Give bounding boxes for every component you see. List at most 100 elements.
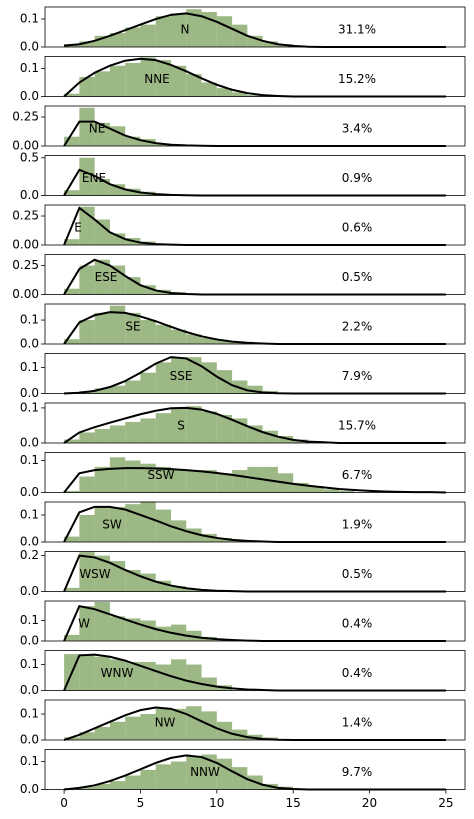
hist-bar <box>125 421 141 443</box>
hist-bar <box>171 470 187 493</box>
hist-bar <box>125 380 141 394</box>
hist-bar <box>186 470 202 493</box>
hist-bar <box>201 362 217 394</box>
hist-bar <box>125 460 141 493</box>
hist-bar <box>109 184 126 196</box>
y-tick-label: 0.1 <box>20 707 39 721</box>
hist-bar <box>94 428 110 443</box>
hist-bar <box>109 721 126 740</box>
hist-bar <box>125 62 141 97</box>
x-tick-label: 25 <box>438 796 453 810</box>
hist-bar <box>79 606 95 641</box>
direction-label: WNW <box>101 666 134 680</box>
percent-annotation: 1.9% <box>342 518 373 532</box>
hist-bar <box>109 385 126 394</box>
hist-bar <box>79 732 95 740</box>
hist-bar <box>277 435 294 443</box>
hist-bar <box>109 233 126 245</box>
axes-frame <box>44 353 466 394</box>
axes-frame <box>44 204 466 246</box>
hist-bar <box>109 305 126 344</box>
hist-bar <box>171 329 187 344</box>
axes-frame <box>44 600 466 642</box>
y-tick-label: 0.0 <box>20 436 39 450</box>
hist-bar <box>171 65 187 97</box>
y-tick-label: 0.0 <box>20 89 39 103</box>
hist-bar <box>94 312 110 344</box>
hist-bar <box>186 664 202 691</box>
y-tick-label: 0.0 <box>20 634 39 648</box>
y-tick-label: 0.25 <box>12 110 39 124</box>
percent-annotation: 0.4% <box>342 666 373 680</box>
direction-label: NE <box>89 122 106 136</box>
hist-bar <box>94 727 110 740</box>
percent-annotation: 15.7% <box>338 419 376 433</box>
hist-bar <box>125 27 141 47</box>
hist-bar <box>125 775 141 790</box>
hist-bar <box>171 520 187 542</box>
hist-bar <box>201 677 217 691</box>
percent-annotation: 15.2% <box>338 72 376 86</box>
hist-bar <box>171 761 187 790</box>
hist-bar <box>79 552 95 592</box>
hist-bar <box>79 476 95 493</box>
y-tick-label: 0.00 <box>12 238 39 252</box>
hist-bar <box>216 340 233 344</box>
hist-bar <box>201 411 217 443</box>
y-tick-label: 0.1 <box>20 400 39 414</box>
hist-bar <box>109 33 126 47</box>
hist-bar <box>171 708 187 740</box>
y-tick-label: 0.0 <box>20 733 39 747</box>
axes-frame <box>44 56 466 97</box>
y-tick-label: 0.0 <box>20 683 39 697</box>
y-tick-label: 0.0 <box>20 188 39 202</box>
axes-frame <box>44 105 466 147</box>
hist-bar <box>140 24 156 47</box>
y-tick-label: 0.0 <box>20 535 39 549</box>
x-tick-label: 0 <box>60 796 68 810</box>
hist-bar <box>140 714 156 740</box>
hist-bar <box>155 664 171 691</box>
hist-bar <box>79 786 95 790</box>
direction-label: E <box>74 221 82 235</box>
hist-bar <box>186 755 202 790</box>
x-tick-label: 15 <box>286 796 301 810</box>
hist-bar <box>140 57 156 97</box>
hist-bar <box>155 324 171 344</box>
y-tick-label: 0.0 <box>20 40 39 54</box>
hist-bar <box>323 489 339 493</box>
direction-label: NNW <box>190 765 220 779</box>
y-tick-label: 0.1 <box>20 613 39 627</box>
hist-bar <box>125 188 141 196</box>
hist-bar <box>339 490 355 493</box>
percent-annotation: 0.5% <box>342 567 373 581</box>
y-tick-label: 0.0 <box>20 485 39 499</box>
hist-bar <box>186 588 202 592</box>
hist-bar <box>140 463 156 493</box>
direction-label: W <box>78 617 90 631</box>
hist-bar <box>247 35 263 47</box>
hist-bar <box>79 514 95 542</box>
hist-bar <box>125 136 141 146</box>
axes-frame <box>44 501 466 543</box>
hist-bar <box>94 259 110 295</box>
direction-label: NW <box>155 716 176 730</box>
hist-bar <box>64 587 80 592</box>
hist-bar <box>109 616 126 641</box>
hist-bar <box>64 490 80 493</box>
hist-bar <box>155 764 171 790</box>
hist-bar <box>262 41 278 47</box>
hist-bar <box>94 602 110 641</box>
hist-bar <box>79 265 95 295</box>
hist-bar <box>140 285 156 295</box>
hist-bar <box>64 634 80 641</box>
hist-bar <box>216 88 233 97</box>
hist-bar <box>79 76 95 97</box>
hist-bar <box>186 406 202 443</box>
axes-frame <box>44 155 466 196</box>
percent-annotation: 6.7% <box>342 468 373 482</box>
hist-bar <box>186 74 202 97</box>
axes-frame <box>44 6 466 48</box>
direction-label: ENE <box>82 171 106 185</box>
